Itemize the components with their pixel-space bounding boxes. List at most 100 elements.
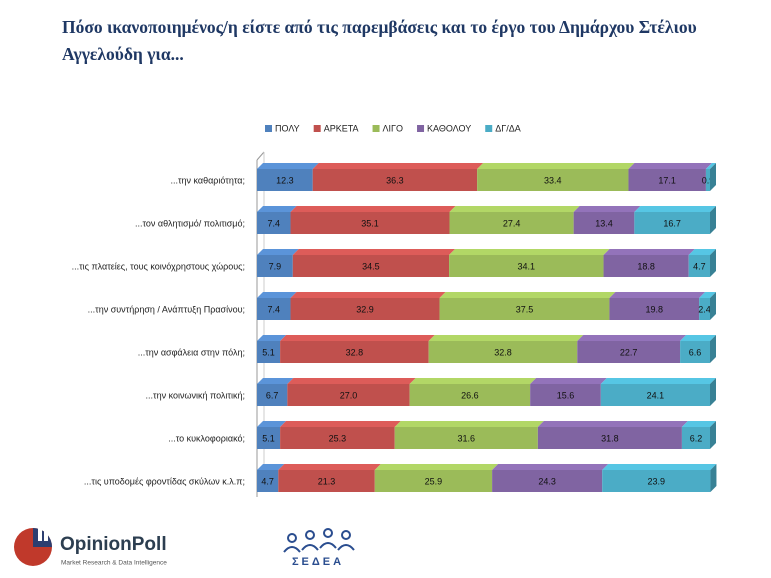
value-label: 21.3 bbox=[318, 476, 336, 486]
bar-top bbox=[449, 206, 580, 212]
bar-top bbox=[699, 292, 716, 298]
sedea-icon bbox=[283, 528, 355, 553]
legend-swatch bbox=[313, 125, 321, 132]
value-label: 7.4 bbox=[268, 304, 281, 314]
bar-side bbox=[710, 464, 717, 492]
bar-top bbox=[492, 464, 609, 470]
value-label: 37.5 bbox=[516, 304, 534, 314]
legend-label: ΔΓ/ΔΑ bbox=[495, 123, 520, 133]
bar-top bbox=[439, 292, 616, 298]
bar bbox=[530, 384, 601, 406]
bar-top bbox=[609, 292, 706, 298]
bar bbox=[705, 169, 710, 191]
bar-top bbox=[257, 378, 294, 384]
value-label: 13.4 bbox=[595, 218, 613, 228]
value-label: 32.9 bbox=[356, 304, 374, 314]
bar bbox=[374, 470, 493, 492]
value-label: 35.1 bbox=[361, 218, 379, 228]
value-label: 2.4 bbox=[698, 304, 711, 314]
legend-label: ΚΑΘΟΛΟΥ bbox=[427, 123, 471, 133]
bar-top bbox=[394, 421, 544, 427]
logo-tagline: Market Research & Data Intelligence bbox=[61, 560, 167, 567]
category-label: ...τις υποδομές φροντίδας σκύλων κ.λ.π; bbox=[84, 476, 245, 486]
bar-top bbox=[537, 421, 688, 427]
value-label: 22.7 bbox=[620, 347, 638, 357]
bar bbox=[287, 384, 410, 406]
bar bbox=[477, 169, 629, 191]
bar-top bbox=[374, 464, 499, 470]
value-label: 19.8 bbox=[646, 304, 664, 314]
value-label: 6.2 bbox=[690, 433, 703, 443]
bar-top bbox=[577, 335, 687, 341]
bar bbox=[537, 427, 682, 449]
value-label: 17.1 bbox=[658, 175, 676, 185]
value-label: 24.1 bbox=[647, 390, 665, 400]
bar bbox=[292, 255, 450, 277]
bar bbox=[680, 341, 710, 363]
bar-top bbox=[449, 249, 610, 255]
bar-top bbox=[634, 206, 716, 212]
bar bbox=[312, 169, 478, 191]
bar-top bbox=[530, 378, 607, 384]
bar bbox=[278, 470, 375, 492]
value-label: 34.5 bbox=[362, 261, 380, 271]
value-label: 6.6 bbox=[689, 347, 702, 357]
bar bbox=[577, 341, 681, 363]
bar bbox=[449, 212, 574, 234]
value-label: 7.4 bbox=[268, 218, 281, 228]
value-label: 27.0 bbox=[340, 390, 358, 400]
bar-top bbox=[257, 464, 285, 470]
category-label: ...τις πλατείες, τους κοινόχρηστους χώρο… bbox=[72, 261, 245, 271]
bar bbox=[290, 212, 450, 234]
bar bbox=[600, 384, 710, 406]
bar-top bbox=[292, 249, 456, 255]
bar-top bbox=[628, 163, 712, 169]
legend-swatch bbox=[417, 125, 425, 132]
bar-top bbox=[257, 335, 287, 341]
bar-side bbox=[710, 249, 716, 277]
value-label: 33.4 bbox=[544, 175, 562, 185]
bar bbox=[257, 298, 291, 320]
value-label: 7.9 bbox=[269, 261, 282, 271]
bar-top bbox=[287, 378, 416, 384]
category-label: ...τον αθλητισμό/ πολιτισμό; bbox=[135, 218, 245, 228]
bar-top bbox=[278, 464, 381, 470]
axis-wall bbox=[256, 151, 265, 161]
bar-top bbox=[257, 292, 297, 298]
value-label: 5.1 bbox=[262, 347, 275, 357]
value-label: 4.7 bbox=[693, 261, 706, 271]
bar-side bbox=[710, 292, 716, 320]
legend-label: ΑΡΚΕΤΑ bbox=[324, 123, 359, 133]
bar-top bbox=[257, 421, 287, 427]
bar-top bbox=[602, 464, 717, 470]
bar bbox=[681, 427, 710, 449]
bar-top bbox=[600, 378, 716, 384]
legend-swatch bbox=[485, 125, 493, 132]
bar bbox=[257, 341, 281, 363]
value-label: 12.3 bbox=[276, 175, 294, 185]
bar-top bbox=[280, 335, 435, 341]
value-label: 25.3 bbox=[329, 433, 347, 443]
bar bbox=[688, 255, 710, 277]
bar-side bbox=[710, 163, 716, 191]
bar-top bbox=[257, 206, 297, 212]
legend-swatch bbox=[372, 125, 380, 132]
bar-top bbox=[290, 206, 456, 212]
value-label: 4.7 bbox=[261, 476, 274, 486]
bar bbox=[492, 470, 603, 492]
opinionpoll-icon bbox=[14, 523, 52, 566]
value-label: 18.8 bbox=[637, 261, 655, 271]
bar-top bbox=[477, 163, 635, 169]
bar-top bbox=[428, 335, 584, 341]
bar bbox=[280, 427, 395, 449]
bar-side bbox=[710, 335, 716, 363]
logo-text: OpinionPoll bbox=[60, 534, 167, 555]
bar-top bbox=[280, 421, 401, 427]
bar-top bbox=[290, 292, 446, 298]
value-label: 32.8 bbox=[494, 347, 512, 357]
category-label: ...την κοινωνική πολιτική; bbox=[146, 390, 245, 400]
bar bbox=[428, 341, 578, 363]
value-label: 27.4 bbox=[503, 218, 521, 228]
value-label: 24.3 bbox=[538, 476, 556, 486]
value-label: 34.1 bbox=[518, 261, 536, 271]
